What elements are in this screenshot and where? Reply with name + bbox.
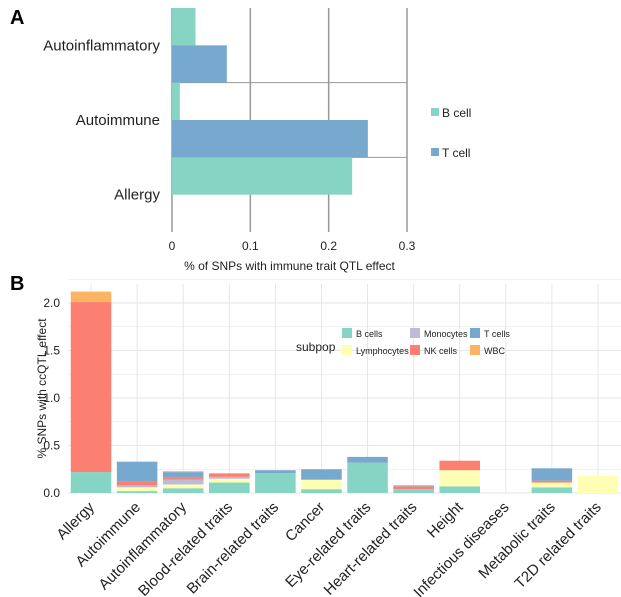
panel-a-x-tick: 0.1 <box>242 239 259 253</box>
panel-b-bar-height-b-cells <box>439 486 480 493</box>
panel-b-bars <box>70 291 619 493</box>
panel-a-bar-autoinflammatory-t-cell <box>172 45 227 83</box>
panel-a-legend-label-b-cell: B cell <box>442 106 471 120</box>
panel-b-legend-swatch-b-cells <box>342 328 352 338</box>
panel-b-grid <box>68 278 621 494</box>
panel-b-bar-eye-related-traits-b-cells <box>347 462 388 493</box>
panel-b-legend-label-t-cells: T cells <box>484 329 510 339</box>
panel-b-bar-brain-related-traits-t-cells <box>255 470 296 474</box>
panel-a-bar-autoinflammatory-b-cell <box>172 8 196 46</box>
panel-b-bar-height-lymphocytes <box>439 470 480 487</box>
panel-b-x-tick-cancer: Cancer <box>282 499 328 545</box>
panel-a-legend-label-t-cell: T cell <box>442 146 470 160</box>
panel-b-legend-label-b-cells: B cells <box>356 329 383 339</box>
panel-b-bar-blood-related-traits-monocytes <box>209 476 250 479</box>
panel-a-x-axis-title: % of SNPs with immune trait QTL effect <box>184 259 395 273</box>
panel-b-bar-blood-related-traits-b-cells <box>209 482 250 493</box>
panel-b-legend-label-nk-cells: NK cells <box>424 346 458 356</box>
panel-b-bar-allergy-b-cells <box>70 472 112 493</box>
panel-a-x-tick: 0.2 <box>320 239 337 253</box>
panel-b-bar-metabolic-traits-b-cells <box>531 487 573 493</box>
panel-b-legend-swatch-wbc <box>470 345 480 355</box>
panel-b-bar-autoimmune-monocytes <box>116 485 158 488</box>
panel-b-bar-autoimmune-t-cells <box>116 461 158 482</box>
panel-b-legend-swatch-lymphocytes <box>342 345 352 355</box>
panel-b-legend-swatch-nk-cells <box>410 345 420 355</box>
panel-a-category-allergy: Allergy <box>114 187 160 204</box>
panel-b-legend-title: subpop <box>296 340 336 354</box>
panel-a-bar-autoimmune-b-cell <box>172 82 180 120</box>
panel-b-bar-autoinflammatory-t-cells <box>162 472 204 478</box>
panel-b-bar-brain-related-traits-b-cells <box>255 473 296 493</box>
panel-b-y-axis-title: % SNPs with ccQTL effect <box>35 318 49 459</box>
panel-a-chart: Autoinflammatory Autoimmune Allergy 0 0.1 0.… <box>43 8 471 273</box>
panel-b-bar-allergy-wbc <box>70 291 112 303</box>
panel-b-bar-metabolic-traits-nk-cells <box>531 480 573 483</box>
panel-b-legend: subpop B cells Lymphocytes Monocytes NK cell… <box>296 328 510 356</box>
panel-a-bar-autoimmune-t-cell <box>172 120 368 158</box>
panel-b-bar-blood-related-traits-wbc <box>209 473 250 474</box>
panel-b-bar-autoinflammatory-nk-cells <box>162 477 204 480</box>
panel-b-y-tick: 0.5 <box>43 439 60 453</box>
panel-b-x-tick-eye-related-traits: Eye-related traits <box>282 499 374 591</box>
panel-b-y-tick: 0.0 <box>43 486 60 500</box>
panel-b-bar-metabolic-traits-t-cells <box>531 468 573 481</box>
panel-b-bar-autoimmune-lymphocytes <box>116 487 158 492</box>
panel-b-bar-blood-related-traits-lymphocytes <box>209 478 250 483</box>
panel-b-y-tick: 1.5 <box>43 344 60 358</box>
panel-b-bar-autoinflammatory-wbc <box>162 471 204 473</box>
panel-b-bar-autoinflammatory-lymphocytes <box>162 484 204 489</box>
panel-b-bar-cancer-b-cells <box>301 489 342 493</box>
panel-a-x-tick: 0.3 <box>399 239 416 253</box>
panel-b-bar-blood-related-traits-nk-cells <box>209 474 250 477</box>
panel-b-bar-autoimmune-nk-cells <box>116 481 158 486</box>
panel-a-bars <box>172 8 368 195</box>
panel-a-legend-swatch-t-cell <box>431 148 439 156</box>
panel-b-bar-cancer-t-cells <box>301 469 342 480</box>
panel-b-bar-eye-related-traits-t-cells <box>347 456 388 463</box>
panel-b-bar-t2d-related-traits-lymphocytes <box>577 475 619 493</box>
panel-a-bar-allergy-b-cell <box>172 157 353 195</box>
panel-b-label: B <box>10 273 24 295</box>
panel-b-bar-allergy-nk-cells <box>70 302 112 473</box>
panel-b-legend-label-wbc: WBC <box>484 346 505 356</box>
panel-a-legend: B cell T cell <box>431 106 471 160</box>
panel-b-bar-autoimmune-b-cells <box>116 491 158 493</box>
panel-a-category-autoinflammatory: Autoinflammatory <box>43 37 160 54</box>
panel-b-legend-swatch-monocytes <box>410 328 420 338</box>
panel-b-x-tick-labels: AllergyAutoimmuneAutoinflammatoryBlood-r… <box>53 498 604 597</box>
panel-b-bar-metabolic-traits-lymphocytes <box>531 482 573 488</box>
panel-b-y-tick: 1.0 <box>43 391 60 405</box>
panel-a-x-tick: 0 <box>169 239 176 253</box>
panel-a-category-labels: Autoinflammatory Autoimmune Allergy <box>43 37 160 203</box>
panel-b-bar-cancer-lymphocytes <box>301 479 342 490</box>
panel-b-bar-heart-related-traits-t-cells <box>393 485 434 487</box>
panel-b-y-tick: 2.0 <box>43 296 60 310</box>
panel-b-bar-heart-related-traits-b-cells <box>393 489 434 493</box>
panel-a-label: A <box>10 7 24 29</box>
panel-b-y-tick-labels: 0.0 0.5 1.0 1.5 2.0 <box>43 296 60 500</box>
panel-b-bar-autoinflammatory-b-cells <box>162 488 204 493</box>
panel-b-chart: 0.0 0.5 1.0 1.5 2.0 AllergyAutoimmuneAutoinf… <box>35 278 621 597</box>
panel-b-x-tick-t2d-related-traits: T2D related traits <box>511 499 604 592</box>
panel-b-legend-swatch-t-cells <box>470 328 480 338</box>
panel-a-tick-labels: 0 0.1 0.2 0.3 <box>169 239 416 253</box>
panel-b-bar-autoinflammatory-monocytes <box>162 479 204 485</box>
panel-b-bar-heart-related-traits-nk-cells <box>393 486 434 490</box>
panel-a-category-autoimmune: Autoimmune <box>76 112 160 129</box>
panel-b-x-tick-height: Height <box>424 498 467 541</box>
panel-b-bar-height-nk-cells <box>439 460 480 471</box>
panel-b-plot-background <box>68 284 621 493</box>
panel-a-legend-swatch-b-cell <box>431 108 439 116</box>
panel-b-legend-label-lymphocytes: Lymphocytes <box>356 346 409 356</box>
panel-b-legend-label-monocytes: Monocytes <box>424 329 468 339</box>
panel-b-x-tick-allergy: Allergy <box>53 498 98 543</box>
